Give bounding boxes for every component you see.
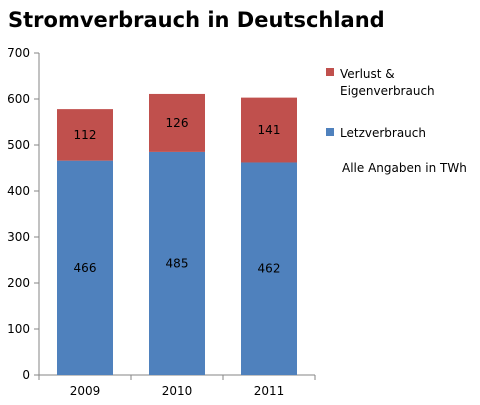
bar-verlust-2010 <box>149 93 205 152</box>
legend-label-verlust-line1: Verlust & <box>340 67 395 81</box>
legend-swatch-letzverbrauch <box>326 128 334 136</box>
y-tick-label: 100 <box>7 322 30 336</box>
x-tick-label: 2011 <box>254 384 285 398</box>
legend-label-letzverbrauch: Letzverbrauch <box>340 126 426 140</box>
data-label: 462 <box>258 262 281 276</box>
data-label: 466 <box>74 261 97 275</box>
data-label: 126 <box>166 116 189 130</box>
legend: Verlust & Eigenverbrauch Letzverbrauch A… <box>326 67 467 175</box>
y-tick-label: 300 <box>7 230 30 244</box>
bar-verlust-2011 <box>241 97 297 163</box>
y-tick-label: 200 <box>7 276 30 290</box>
y-tick-label: 400 <box>7 184 30 198</box>
y-tick-label: 700 <box>7 46 30 60</box>
y-tick-label: 600 <box>7 92 30 106</box>
x-tick-label: 2009 <box>70 384 101 398</box>
data-label: 141 <box>258 123 281 137</box>
y-tick-label: 0 <box>22 368 30 382</box>
x-tick-label: 2010 <box>162 384 193 398</box>
bar-letzverbrauch-2010 <box>149 151 205 375</box>
bar-verlust-2009 <box>57 109 113 161</box>
data-label: 485 <box>166 256 189 270</box>
legend-swatch-verlust <box>326 68 334 76</box>
y-tick-label: 500 <box>7 138 30 152</box>
unit-note: Alle Angaben in TWh <box>342 161 467 175</box>
axes: 0 100 200 300 400 500 600 700 2009 2010 2011 <box>7 46 316 398</box>
data-label: 112 <box>74 128 97 142</box>
bars: 466 112 485 126 462 141 <box>57 93 297 375</box>
legend-label-verlust-line2: Eigenverbrauch <box>340 84 435 98</box>
bar-letzverbrauch-2009 <box>57 160 113 375</box>
chart-title: Stromverbrauch in Deutschland <box>8 8 385 32</box>
bar-letzverbrauch-2011 <box>241 162 297 375</box>
